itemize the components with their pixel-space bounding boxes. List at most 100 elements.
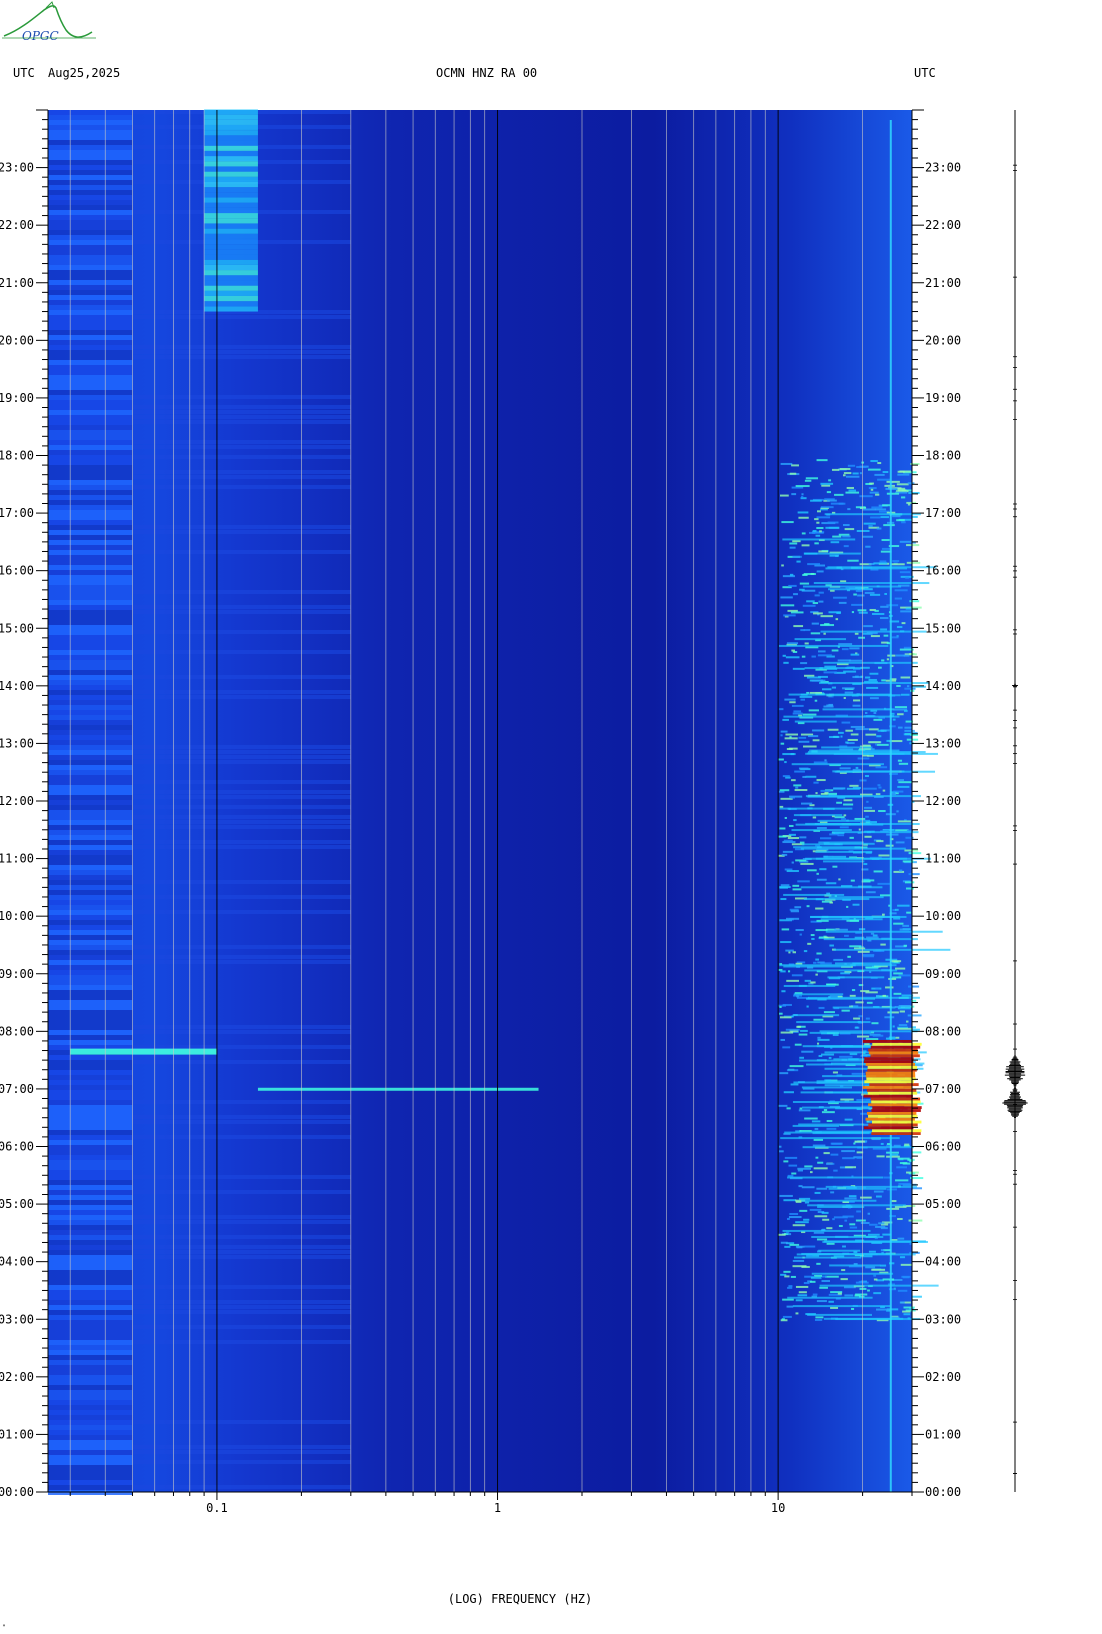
band-low-freq [48,915,133,920]
hf-noise-speck [798,516,809,519]
hf-noise-speck [832,1033,839,1036]
hf-noise-speck [826,704,833,707]
hf-noise-speck [804,1201,810,1204]
hf-noise-speck [779,919,792,922]
band-low-freq [48,845,133,850]
hf-noise-speck [812,1144,826,1147]
band-low-freq [48,310,133,315]
hf-noise-speck [822,1218,830,1221]
hf-noise-speck [886,1188,897,1191]
band-low-freq [48,645,133,650]
microseism-band [204,238,258,245]
band-low-freq [48,1055,133,1060]
hf-noise-speck [819,508,828,511]
hf-noise-speck [855,766,859,769]
band-mid-freq [132,445,351,449]
hf-noise-speck [865,1266,876,1269]
hf-noise-speck [810,981,816,984]
hf-streak [794,638,847,641]
band-mid-freq [132,1250,351,1254]
microseism-band [204,259,258,265]
hf-noise-speck [791,486,804,489]
hf-noise-speck [815,534,821,537]
hf-noise-speck [865,821,877,824]
hf-noise-speck [897,726,903,729]
hf-noise-speck [803,573,816,576]
y-tick-label-left: 15:00 [0,621,34,635]
band-mid-freq [132,440,351,444]
hf-noise-speck [876,1308,889,1311]
hf-noise-speck [883,524,895,527]
hf-noise-speck [850,653,860,656]
band-low-freq [48,320,133,325]
hf-noise-speck [841,648,849,651]
hf-noise-speck [854,817,866,820]
hf-noise-speck [784,868,793,871]
y-tick-label-left: 23:00 [0,161,34,175]
hf-noise-speck [778,854,785,857]
band-mid-freq [132,750,351,754]
hf-noise-speck [847,508,851,511]
hf-noise-speck [851,989,856,992]
hf-noise-speck [859,472,862,475]
hf-noise-speck [896,810,899,813]
hf-streak [823,860,865,863]
band-low-freq [48,1425,133,1430]
hf-noise-speck [808,531,816,534]
band-low-freq [48,300,133,305]
hf-noise-speck [790,910,800,913]
microseism-band [204,166,258,172]
hf-noise-speck [890,563,905,566]
band-low-freq [48,230,133,235]
hf-noise-speck [818,936,828,939]
y-tick-label-left: 11:00 [0,852,34,866]
y-tick-label-right: 17:00 [925,506,961,520]
hf-noise-speck [862,754,869,757]
hf-noise-speck [821,1211,829,1214]
hf-noise-speck [905,576,910,579]
band-mid-freq [132,1485,351,1489]
hf-noise-speck [898,1024,908,1027]
band-low-freq [48,745,133,750]
hf-noise-speck [884,484,895,487]
hf-noise-speck [832,1071,838,1074]
band-low-freq [48,550,133,555]
band-low-freq [48,555,133,560]
hf-noise-speck [888,1036,896,1039]
band-mid-freq [132,1305,351,1309]
hf-noise-speck [795,485,810,488]
band-low-freq [48,400,133,405]
hf-noise-speck [797,1167,812,1170]
band-low-freq [48,205,133,210]
hf-noise-speck [785,1028,800,1031]
hf-noise-speck [869,672,879,675]
band-mid-freq [132,1030,351,1034]
hf-noise-speck [893,870,905,873]
hf-noise-speck [823,632,826,635]
hf-noise-speck [816,779,826,782]
hf-noise-speck [849,994,856,997]
earthquake-energy [871,1132,921,1135]
hf-noise-speck [841,1150,855,1153]
hf-noise-speck [905,720,914,723]
hf-noise-speck [829,736,840,739]
band-low-freq [48,360,133,365]
hf-noise-speck [902,880,911,883]
hf-noise-speck [860,990,870,993]
hf-noise-speck [786,1069,799,1072]
hf-noise-speck [795,962,803,965]
hf-noise-speck [794,789,808,792]
band-low-freq [48,155,133,160]
hf-noise-speck [779,789,790,792]
band-low-freq [48,815,133,820]
hf-noise-speck [886,1151,899,1154]
hf-noise-speck [824,665,837,668]
hf-noise-speck [790,1275,796,1278]
band-low-freq [48,1150,133,1155]
hf-spectral-line [889,120,892,1492]
hf-noise-speck [852,903,860,906]
hf-noise-speck [832,1218,835,1221]
band-low-freq [48,140,133,145]
hf-noise-speck [844,528,855,531]
hf-noise-speck [792,555,802,558]
